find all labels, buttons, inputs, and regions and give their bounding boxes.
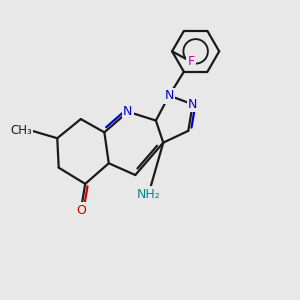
Text: N: N [164, 89, 174, 102]
Text: N: N [188, 98, 197, 111]
Text: O: O [76, 204, 86, 217]
Text: NH₂: NH₂ [137, 188, 160, 201]
Text: F: F [188, 55, 195, 68]
Text: N: N [123, 105, 133, 118]
Text: CH₃: CH₃ [11, 124, 32, 137]
